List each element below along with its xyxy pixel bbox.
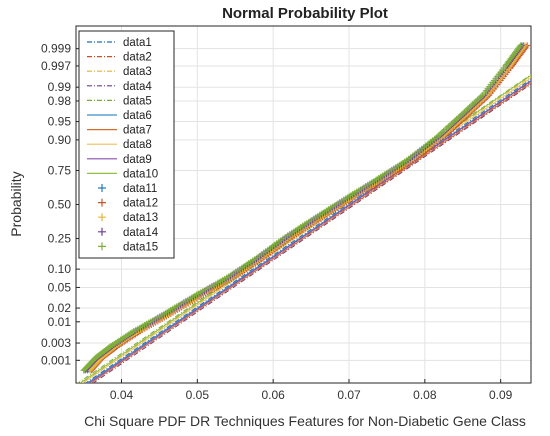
- x-tick-label: 0.09: [489, 388, 513, 402]
- y-tick-label: 0.90: [48, 133, 72, 147]
- legend-entry: data9: [123, 154, 152, 166]
- y-tick-label: 0.997: [41, 59, 71, 73]
- legend-entry: data12: [123, 198, 158, 210]
- reference-line-data3: [80, 75, 531, 383]
- y-tick-label: 0.003: [41, 336, 71, 350]
- y-tick-label: 0.98: [48, 94, 72, 108]
- legend-entry: data4: [123, 81, 152, 93]
- legend-swatch: [98, 198, 106, 207]
- legend-entry: data8: [123, 139, 152, 151]
- legend-entry: data15: [123, 241, 158, 253]
- data-markers: [80, 42, 531, 374]
- y-tick-label: 0.25: [48, 232, 72, 246]
- y-tick-label: 0.001: [41, 353, 71, 367]
- reference-line-data6: [86, 80, 531, 383]
- legend-swatch: [98, 184, 106, 192]
- legend-entry: data14: [123, 227, 159, 239]
- y-tick-label: 0.05: [48, 280, 72, 294]
- x-tick-labels: 0.04 0.05 0.06 0.07 0.08 0.09: [110, 379, 513, 402]
- y-axis-label: Probability: [8, 171, 24, 236]
- legend-entry: data5: [123, 95, 152, 107]
- legend-swatch: [98, 242, 106, 251]
- reference-line-data4: [92, 83, 531, 383]
- y-tick-label: 0.02: [48, 301, 72, 315]
- y-tick-labels: 0.001 0.003 0.010.02 0.05 0.10 0.25 0.50 0.75 0.…: [41, 42, 80, 367]
- legend-entry: data2: [123, 52, 152, 64]
- x-tick-label: 0.04: [110, 388, 134, 402]
- reference-line-data1: [84, 78, 531, 383]
- legend: data1 data2 data3 data4 data5 data6 data7 data8…: [78, 30, 175, 259]
- y-tick-label: 0.10: [48, 262, 72, 276]
- x-axis-label: Chi Square PDF DR Techniques Features fo…: [84, 413, 526, 429]
- x-tick-label: 0.07: [337, 388, 361, 402]
- legend-swatch: [98, 227, 106, 236]
- y-tick-label: 0.01: [48, 315, 72, 329]
- y-tick-label: 0.999: [41, 42, 71, 56]
- x-tick-label: 0.06: [261, 388, 285, 402]
- y-tick-label: 0.99: [48, 80, 72, 94]
- legend-entry: data10: [123, 168, 158, 180]
- reference-line-data5: [77, 74, 531, 383]
- legend-entry: data6: [123, 110, 152, 122]
- reference-line-data9: [88, 80, 531, 383]
- marker-series-data15: [80, 42, 524, 374]
- x-tick-label: 0.05: [186, 388, 210, 402]
- legend-entry: data1: [123, 37, 152, 49]
- legend-swatch: [98, 213, 106, 222]
- y-tick-label: 0.95: [48, 115, 72, 129]
- legend-entry: data7: [123, 125, 152, 137]
- y-tick-label: 0.50: [48, 198, 72, 212]
- legend-entry: data3: [123, 66, 152, 78]
- chart-title: Normal Probability Plot: [222, 5, 388, 22]
- legend-entry: data11: [123, 183, 157, 195]
- y-tick-label: 0.75: [48, 163, 72, 177]
- legend-entry: data13: [123, 212, 158, 224]
- x-tick-label: 0.08: [413, 388, 437, 402]
- reference-line-data7: [90, 82, 531, 383]
